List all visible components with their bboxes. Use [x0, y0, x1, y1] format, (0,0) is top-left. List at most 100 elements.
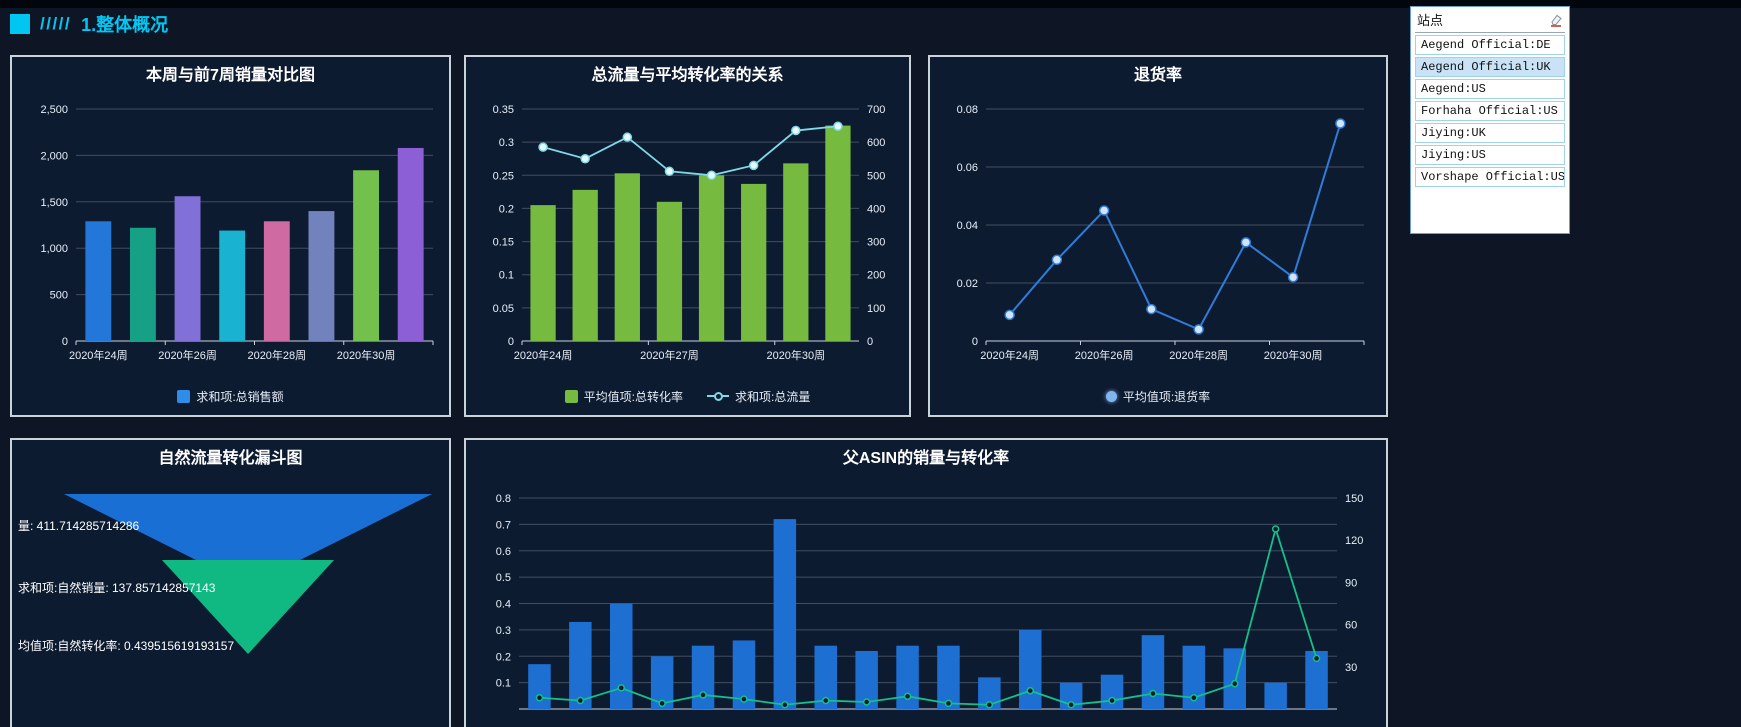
svg-text:2020年27周: 2020年27周: [640, 348, 699, 362]
svg-text:0.15: 0.15: [493, 237, 514, 249]
site-option[interactable]: Jiying:UK: [1415, 123, 1565, 143]
chart-title: 自然流量转化漏斗图: [158, 450, 303, 467]
site-option[interactable]: Aegend Official:DE: [1415, 35, 1565, 55]
site-option[interactable]: Vorshape Official:US: [1415, 167, 1565, 187]
svg-text:30: 30: [1345, 662, 1357, 674]
legend-label: 平均值项:总转化率: [583, 389, 683, 404]
svg-text:2,000: 2,000: [40, 150, 68, 162]
weekly-sales-bar-chart[interactable]: 0 500 1,000 1,500 2,000 2,500 2020年24周 2020年26周…: [12, 91, 449, 383]
svg-text:0.02: 0.02: [957, 278, 978, 290]
page-header: ///// 1.整体概况: [10, 11, 168, 37]
parent-asin-combo-chart[interactable]: 0.1 0.2 0.3 0.4 0.5 0.6 0.7 0.8 30 60 90 120 150: [467, 474, 1385, 727]
clear-filter-eraser-icon[interactable]: [1549, 13, 1563, 27]
square-legend-marker-icon: [564, 389, 578, 403]
svg-text:0.1: 0.1: [496, 678, 511, 690]
chart-legend: 平均值项:总转化率 求和项:总流量: [466, 383, 909, 409]
legend-item[interactable]: 平均值项:退货率: [1105, 388, 1211, 405]
chart-title: 父ASIN的销量与转化率: [842, 450, 1010, 467]
legend-item[interactable]: 平均值项:总转化率: [564, 388, 683, 405]
svg-text:0.04: 0.04: [957, 220, 978, 232]
svg-text:100: 100: [867, 303, 885, 315]
svg-text:0.35: 0.35: [493, 104, 514, 116]
svg-text:0.6: 0.6: [496, 546, 511, 558]
organic-traffic-funnel-chart[interactable]: 量: 411.714285714286 求和项:自然销量: 137.8571428…: [12, 474, 449, 727]
svg-text:400: 400: [867, 203, 885, 215]
svg-text:0.7: 0.7: [496, 519, 511, 531]
svg-text:500: 500: [50, 290, 68, 302]
svg-text:60: 60: [1345, 620, 1357, 632]
svg-text:0: 0: [508, 336, 514, 348]
page-title: 1.整体概况: [81, 15, 169, 35]
svg-text:0.5: 0.5: [496, 572, 511, 584]
panel-traffic-conversion: 总流量与平均转化率的关系 0 0.05 0.1 0.15 0.2 0.25 0.3 0.35 0…: [464, 55, 911, 417]
svg-text:0.3: 0.3: [496, 625, 511, 637]
svg-text:2020年30周: 2020年30周: [766, 348, 825, 362]
slicer-title: 站点: [1417, 14, 1444, 29]
traffic-conversion-combo-chart[interactable]: 0 0.05 0.1 0.15 0.2 0.25 0.3 0.35 0 100 200 300 400 5…: [466, 91, 909, 383]
slicer-header: 站点: [1415, 9, 1565, 33]
svg-text:1,500: 1,500: [40, 197, 68, 209]
square-legend-marker-icon: [177, 389, 191, 403]
svg-text:2020年24周: 2020年24周: [69, 348, 128, 362]
svg-text:2020年30周: 2020年30周: [1264, 348, 1323, 362]
svg-text:150: 150: [1345, 493, 1363, 505]
legend-item[interactable]: 求和项:总销售额: [177, 388, 284, 405]
legend-label: 求和项:总销售额: [196, 389, 284, 404]
svg-text:0.2: 0.2: [496, 651, 511, 663]
dot-legend-marker-icon: [1105, 390, 1117, 402]
svg-text:2020年26周: 2020年26周: [158, 348, 217, 362]
svg-text:90: 90: [1345, 577, 1357, 589]
svg-text:2020年28周: 2020年28周: [247, 348, 306, 362]
site-list: Aegend Official:DE Aegend Official:UK Ae…: [1415, 35, 1565, 187]
svg-text:2020年26周: 2020年26周: [1075, 348, 1134, 362]
svg-text:0.08: 0.08: [957, 104, 978, 116]
svg-text:300: 300: [867, 237, 885, 249]
svg-text:0: 0: [62, 336, 68, 348]
chart-legend: 平均值项:退货率: [930, 383, 1386, 409]
panel-return-rate: 退货率 0 0.02 0.04 0.06 0.08 2020年24周 2020年26周 202…: [928, 55, 1388, 417]
svg-text:2020年30周: 2020年30周: [337, 348, 396, 362]
panel-organic-funnel: 自然流量转化漏斗图 量: 411.714285714286 求和项:自然销量: 1…: [10, 438, 451, 727]
legend-label: 求和项:总流量: [735, 389, 811, 404]
svg-text:120: 120: [1345, 535, 1363, 547]
svg-text:0.2: 0.2: [499, 203, 514, 215]
site-option[interactable]: Jiying:US: [1415, 145, 1565, 165]
site-option[interactable]: Aegend Official:UK: [1415, 57, 1565, 77]
svg-text:0.4: 0.4: [496, 599, 511, 611]
site-option[interactable]: Forhaha Official:US: [1415, 101, 1565, 121]
svg-text:0.25: 0.25: [493, 170, 514, 182]
svg-text:200: 200: [867, 270, 885, 282]
svg-text:0.1: 0.1: [499, 270, 514, 282]
svg-text:500: 500: [867, 170, 885, 182]
top-strip: [0, 0, 1741, 8]
svg-text:2020年24周: 2020年24周: [514, 348, 573, 362]
svg-text:2020年24周: 2020年24周: [980, 348, 1039, 362]
legend-item[interactable]: 求和项:总流量: [707, 388, 810, 405]
chart-title: 退货率: [1133, 67, 1182, 84]
return-rate-line-chart[interactable]: 0 0.02 0.04 0.06 0.08 2020年24周 2020年26周 2020年28…: [930, 91, 1386, 383]
svg-text:0.06: 0.06: [957, 162, 978, 174]
svg-text:0.8: 0.8: [496, 493, 511, 505]
svg-text:1,000: 1,000: [40, 243, 68, 255]
header-accent-square-icon: [10, 14, 30, 34]
svg-text:求和项:自然销量: 137.857142857143: 求和项:自然销量: 137.857142857143: [18, 580, 216, 595]
svg-text:0.3: 0.3: [499, 137, 514, 149]
svg-text:均值项:自然转化率: 0.439515619193157: 均值项:自然转化率: 0.439515619193157: [18, 638, 234, 653]
site-option[interactable]: Aegend:US: [1415, 79, 1565, 99]
chart-title: 本周与前7周销量对比图: [146, 67, 315, 84]
legend-label: 平均值项:退货率: [1122, 389, 1211, 404]
svg-text:0: 0: [867, 336, 873, 348]
svg-text:600: 600: [867, 137, 885, 149]
chart-title: 总流量与平均转化率的关系: [591, 67, 784, 84]
header-slashes-decoration: /////: [40, 14, 72, 33]
svg-text:0.05: 0.05: [493, 303, 514, 315]
site-slicer: 站点 Aegend Official:DE Aegend Official:UK…: [1410, 6, 1570, 234]
svg-text:2020年28周: 2020年28周: [1169, 348, 1228, 362]
svg-text:700: 700: [867, 104, 885, 116]
chart-legend: 求和项:总销售额: [12, 383, 449, 409]
panel-weekly-sales-compare: 本周与前7周销量对比图 0 500 1,000 1,500 2,000 2,500 2020…: [10, 55, 451, 417]
svg-text:0: 0: [972, 336, 978, 348]
line-marker-dot: [714, 391, 723, 401]
line-dot-legend-marker-icon: [707, 391, 729, 401]
